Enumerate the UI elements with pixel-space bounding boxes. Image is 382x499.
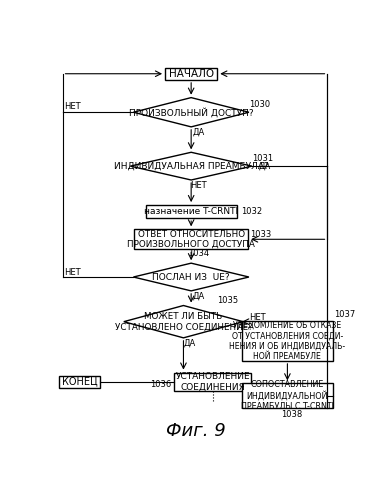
FancyBboxPatch shape	[134, 229, 248, 250]
Text: МОЖЕТ ЛИ БЫТЬ
УСТАНОВЛЕНО СОЕДИНЕНИЕ?: МОЖЕТ ЛИ БЫТЬ УСТАНОВЛЕНО СОЕДИНЕНИЕ?	[115, 312, 253, 331]
Text: НАЧАЛО: НАЧАЛО	[168, 69, 214, 79]
FancyBboxPatch shape	[242, 383, 333, 408]
Text: УВЕДОМЛЕНИЕ ОБ ОТКАЗЕ
ОТ УСТАНОВЛЕНИЯ СОЕДИ-
НЕНИЯ И ОБ ИНДИВИДУАЛЬ-
НОЙ ПРЕАМБУ: УВЕДОМЛЕНИЕ ОБ ОТКАЗЕ ОТ УСТАНОВЛЕНИЯ СО…	[229, 321, 345, 361]
Text: НЕТ: НЕТ	[64, 268, 81, 277]
FancyBboxPatch shape	[165, 67, 217, 80]
Text: 1035: 1035	[217, 295, 238, 304]
Text: ДА: ДА	[193, 292, 205, 301]
Text: ПОСЛАН ИЗ  UE?: ПОСЛАН ИЗ UE?	[152, 272, 230, 281]
FancyBboxPatch shape	[174, 372, 251, 391]
Polygon shape	[133, 263, 249, 291]
Polygon shape	[124, 305, 243, 338]
Text: 1033: 1033	[250, 230, 271, 239]
FancyBboxPatch shape	[60, 376, 100, 388]
Text: 1031: 1031	[252, 154, 274, 163]
Text: 1038: 1038	[281, 410, 302, 419]
Text: НЕТ: НЕТ	[64, 102, 81, 111]
Text: СОПОСТАВЛЕНИЕ
ИНДИВИДУАЛЬНОЙ
ПРЕАМБУЛЫ С T-CRNTI: СОПОСТАВЛЕНИЕ ИНДИВИДУАЛЬНОЙ ПРЕАМБУЛЫ С…	[241, 380, 334, 411]
Text: НЕТ: НЕТ	[191, 181, 207, 190]
FancyBboxPatch shape	[242, 321, 333, 361]
Text: ДА: ДА	[183, 339, 196, 348]
Text: ДА: ДА	[258, 162, 270, 171]
Text: ОТВЕТ ОТНОСИТЕЛЬНО
ПРОИЗВОЛЬНОГО ДОСТУПА: ОТВЕТ ОТНОСИТЕЛЬНО ПРОИЗВОЛЬНОГО ДОСТУПА	[127, 230, 255, 249]
Polygon shape	[133, 98, 249, 127]
Text: КОНЕЦ: КОНЕЦ	[62, 377, 97, 387]
Text: 1036: 1036	[150, 380, 171, 389]
Text: 1034: 1034	[188, 250, 209, 258]
Text: назначение T-CRNTI: назначение T-CRNTI	[144, 207, 238, 216]
Text: ИНДИВИДУАЛЬНАЯ ПРЕАМБУЛА?: ИНДИВИДУАЛЬНАЯ ПРЕАМБУЛА?	[114, 162, 269, 171]
Text: 1032: 1032	[241, 207, 262, 216]
Text: УСТАНОВЛЕНИЕ
СОЕДИНЕНИЯ: УСТАНОВЛЕНИЕ СОЕДИНЕНИЯ	[175, 372, 250, 391]
Text: 1037: 1037	[335, 310, 356, 319]
Text: ПРОИЗВОЛЬНЫЙ ДОСТУП?: ПРОИЗВОЛЬНЫЙ ДОСТУП?	[129, 107, 254, 117]
Text: Фиг. 9: Фиг. 9	[166, 422, 226, 440]
Text: НЕТ: НЕТ	[249, 313, 266, 322]
Text: 1030: 1030	[249, 100, 270, 109]
FancyBboxPatch shape	[146, 205, 236, 218]
Text: ДА: ДА	[193, 128, 205, 137]
Polygon shape	[130, 152, 252, 180]
